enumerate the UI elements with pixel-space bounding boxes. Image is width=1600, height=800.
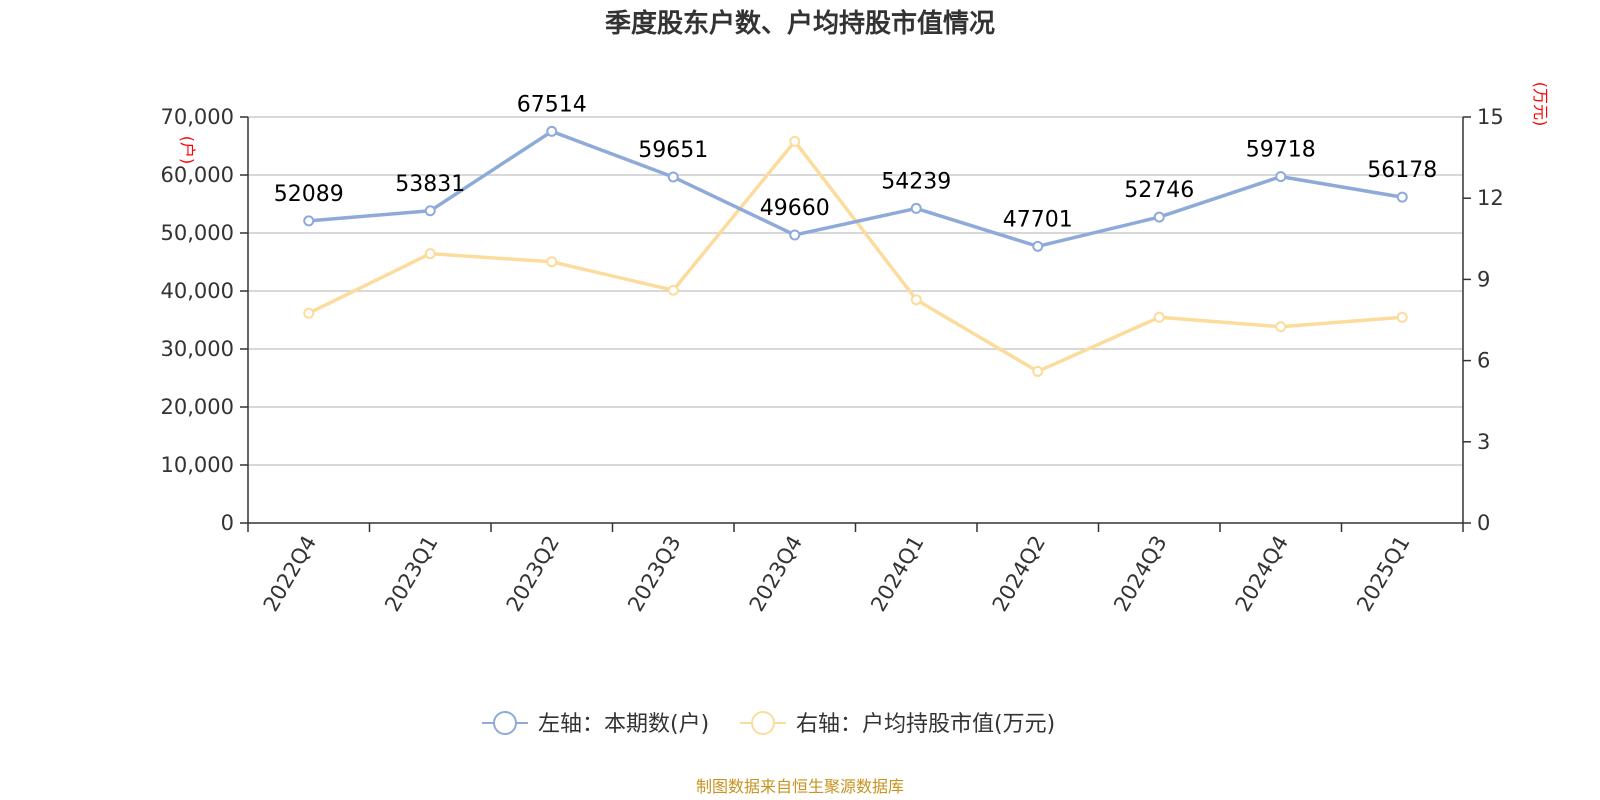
legend-label: 右轴：户均持股市值(万元)	[796, 712, 1055, 737]
right-tick-label: 12	[1477, 186, 1504, 210]
data-label: 47701	[1003, 207, 1073, 232]
holders-point	[667, 171, 679, 183]
data-label: 54239	[881, 169, 951, 194]
left-tick-label: 60,000	[161, 163, 234, 187]
data-label: 49660	[760, 196, 830, 221]
x-tick-label: 2023Q4	[745, 532, 807, 616]
left-tick-label: 10,000	[161, 453, 234, 477]
data-label: 59651	[638, 138, 708, 163]
holders-point	[546, 125, 558, 137]
x-tick-label: 2025Q1	[1352, 532, 1414, 616]
right-tick-label: 15	[1477, 105, 1504, 129]
holders-point	[424, 205, 436, 217]
x-tick-label: 2023Q2	[502, 532, 564, 616]
legend-marker	[493, 711, 517, 735]
x-tick-label: 2024Q1	[866, 532, 928, 616]
right-tick-label: 9	[1477, 267, 1490, 291]
x-tick-label: 2022Q4	[259, 532, 321, 616]
legend-label: 左轴：本期数(户)	[538, 712, 709, 737]
left-axis-unit: (户)	[178, 136, 197, 165]
legend-item-right[interactable]: 右轴：户均持股市值(万元)	[740, 711, 1055, 737]
holders-point	[1153, 211, 1165, 223]
left-tick-label: 20,000	[161, 395, 234, 419]
data-labels: 52089 53831 67514 59651 49660 54239 47701 52746…	[274, 92, 1438, 232]
avg-value-point	[303, 307, 315, 319]
holders-point	[789, 229, 801, 241]
left-tick-label: 30,000	[161, 337, 234, 361]
right-axis-unit: (万元)	[1531, 82, 1550, 127]
data-label: 53831	[395, 172, 465, 197]
data-label: 52089	[274, 182, 344, 207]
left-tick-label: 70,000	[161, 105, 234, 129]
holders-point	[1396, 191, 1408, 203]
holders-point	[303, 215, 315, 227]
avg-value-point	[667, 284, 679, 296]
chart-title: 季度股东户数、户均持股市值情况	[605, 8, 995, 39]
x-tick-label: 2024Q2	[988, 532, 1050, 616]
avg-value-point	[1032, 365, 1044, 377]
x-tick-label: 2024Q3	[1109, 532, 1171, 616]
right-tick-label: 3	[1477, 430, 1490, 454]
data-label: 67514	[517, 92, 587, 117]
avg-value-point	[789, 135, 801, 147]
holders-point	[910, 202, 922, 214]
avg-value-point	[1396, 311, 1408, 323]
data-label: 59718	[1246, 138, 1316, 163]
x-tick-label: 2023Q1	[380, 532, 442, 616]
right-tick-label: 6	[1477, 349, 1490, 373]
holders-line	[308, 129, 1403, 249]
legend[interactable]: 左轴：本期数(户) 右轴：户均持股市值(万元)	[482, 711, 1055, 737]
data-label: 52746	[1124, 178, 1194, 203]
data-label: 56178	[1367, 158, 1437, 183]
left-tick-label: 0	[221, 511, 234, 535]
holders-point	[1275, 171, 1287, 183]
avg-value-line	[307, 139, 1403, 374]
avg-value-point	[1153, 311, 1165, 323]
source-note: 制图数据来自恒生聚源数据库	[696, 777, 904, 796]
avg-value-point	[424, 248, 436, 260]
left-tick-label: 40,000	[161, 279, 234, 303]
legend-marker	[751, 711, 775, 735]
holders-point	[1032, 240, 1044, 252]
avg-value-point	[1275, 321, 1287, 333]
avg-value-point	[546, 256, 558, 268]
x-tick-label: 2024Q4	[1231, 532, 1293, 616]
series-lines	[303, 125, 1408, 377]
grid-lines	[248, 116, 1463, 466]
left-tick-label: 50,000	[161, 221, 234, 245]
x-tick-label: 2023Q3	[623, 532, 685, 616]
legend-item-left[interactable]: 左轴：本期数(户)	[482, 711, 709, 737]
right-tick-label: 0	[1477, 511, 1490, 535]
avg-value-point	[910, 294, 922, 306]
